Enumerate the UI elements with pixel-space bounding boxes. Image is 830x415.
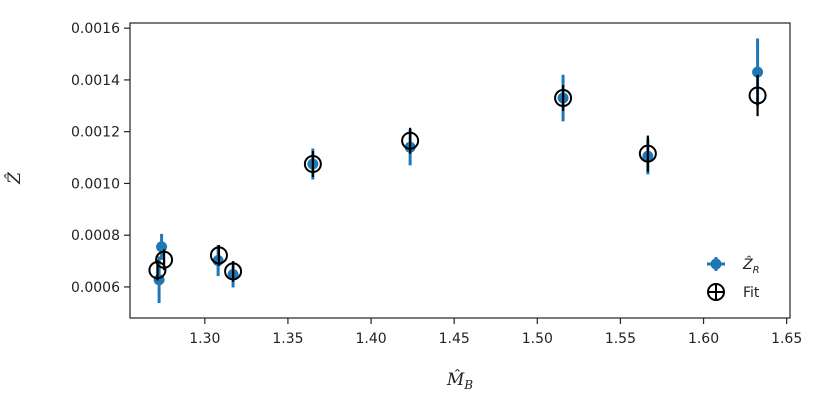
- legend-zr-label: ẐR: [742, 255, 760, 276]
- y-tick-label: 0.0008: [71, 228, 120, 244]
- x-tick-label: 1.40: [355, 331, 386, 347]
- fit-point: [303, 155, 322, 174]
- x-axis-ticks: 1.30 1.35 1.40 1.45 1.50 1.55 1.60 1.65: [189, 318, 802, 347]
- zr-point: [752, 66, 764, 78]
- y-tick-label: 0.0012: [71, 125, 120, 141]
- y-axis-ticks: 0.0006 0.0008 0.0010 0.0012 0.0014 0.0016: [71, 21, 130, 296]
- x-tick-label: 1.45: [439, 331, 470, 347]
- fit-point: [638, 144, 657, 163]
- fit-point: [748, 86, 767, 105]
- fit-point: [554, 89, 573, 108]
- fit-point: [155, 250, 174, 269]
- zr-point: [156, 241, 168, 253]
- y-tick-label: 0.0016: [71, 21, 120, 37]
- legend-entry-zr: ẐR: [707, 255, 760, 276]
- x-tick-label: 1.50: [522, 331, 553, 347]
- y-axis-label: Ẑ: [4, 171, 25, 185]
- fit-point: [209, 246, 228, 265]
- data-marks: [148, 38, 767, 303]
- y-tick-label: 0.0014: [71, 73, 120, 89]
- plot-frame: [129, 22, 791, 319]
- legend-entry-fit: Fit: [707, 283, 760, 301]
- legend-zr-marker: [710, 258, 722, 270]
- x-tick-label: 1.30: [189, 331, 220, 347]
- legend: ẐR Fit: [707, 255, 760, 301]
- fit-point: [401, 131, 420, 150]
- y-tick-label: 0.0010: [71, 176, 120, 192]
- x-tick-label: 1.65: [771, 331, 802, 347]
- x-tick-label: 1.55: [605, 331, 636, 347]
- x-axis-label: M̂B: [446, 370, 473, 392]
- legend-fit-label: Fit: [743, 285, 760, 301]
- y-tick-label: 0.0006: [71, 280, 120, 296]
- fit-point: [224, 262, 243, 281]
- x-tick-label: 1.60: [688, 331, 719, 347]
- x-tick-label: 1.35: [272, 331, 303, 347]
